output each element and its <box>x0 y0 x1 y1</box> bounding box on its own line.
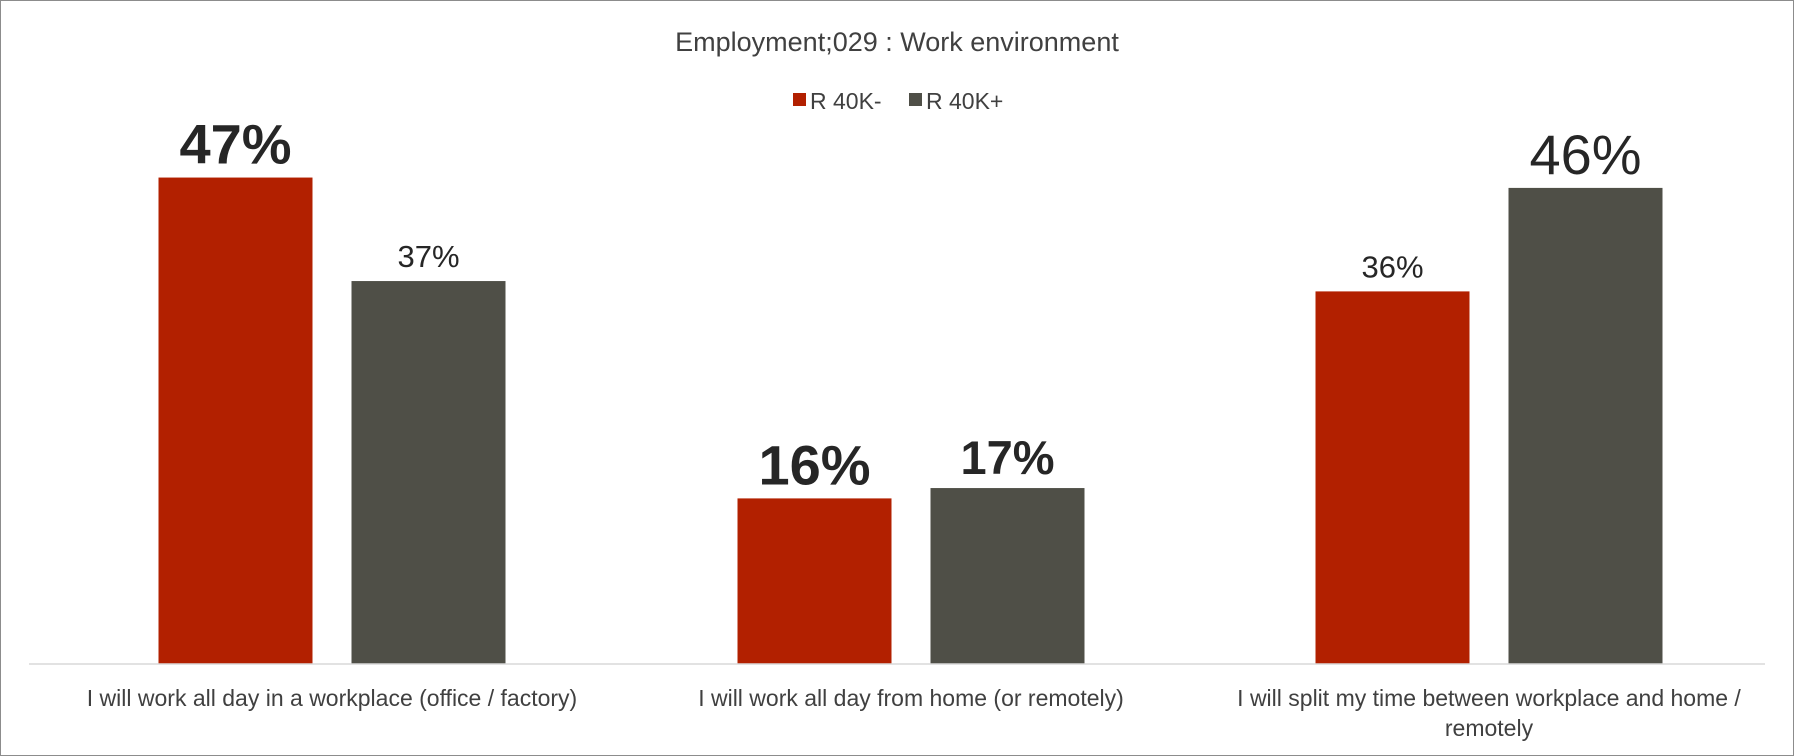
category-label-2: I will work all day from home (or remote… <box>698 685 1124 711</box>
legend-label-r-40k: R 40K+ <box>926 88 1003 114</box>
bar-r-40k-2 <box>737 498 892 664</box>
category-labels: I will work all day in a workplace (offi… <box>87 685 1742 741</box>
bar-r-40k-1 <box>351 281 506 664</box>
legend-swatch-r-40k <box>909 93 922 106</box>
bar-r-40k-2 <box>930 488 1085 664</box>
bar-r-40k-3 <box>1508 187 1663 664</box>
legend-label-r-40k: R 40K- <box>810 88 882 114</box>
value-labels: 47% 37% 16% 17% 36% 46% <box>179 113 1641 497</box>
category-label-3-line-2: remotely <box>1445 715 1534 741</box>
category-label-1: I will work all day in a workplace (offi… <box>87 685 577 711</box>
value-label-r-40k-3: 46% <box>1529 123 1641 186</box>
value-label-r-40k-3: 36% <box>1361 249 1423 284</box>
bars <box>158 177 1663 665</box>
value-label-r-40k-1: 47% <box>179 113 291 176</box>
value-label-r-40k-2: 17% <box>960 431 1054 484</box>
legend-swatch-r-40k <box>793 93 806 106</box>
legend: R 40K- R 40K+ <box>793 88 1003 114</box>
value-label-r-40k-1: 37% <box>397 239 459 274</box>
category-label-3-line-1: I will split my time between workplace a… <box>1237 685 1741 711</box>
chart-title: Employment;029 : Work environment <box>675 27 1119 57</box>
bar-r-40k-3 <box>1315 291 1470 664</box>
value-label-r-40k-2: 16% <box>758 433 870 496</box>
bar-r-40k-1 <box>158 177 313 665</box>
